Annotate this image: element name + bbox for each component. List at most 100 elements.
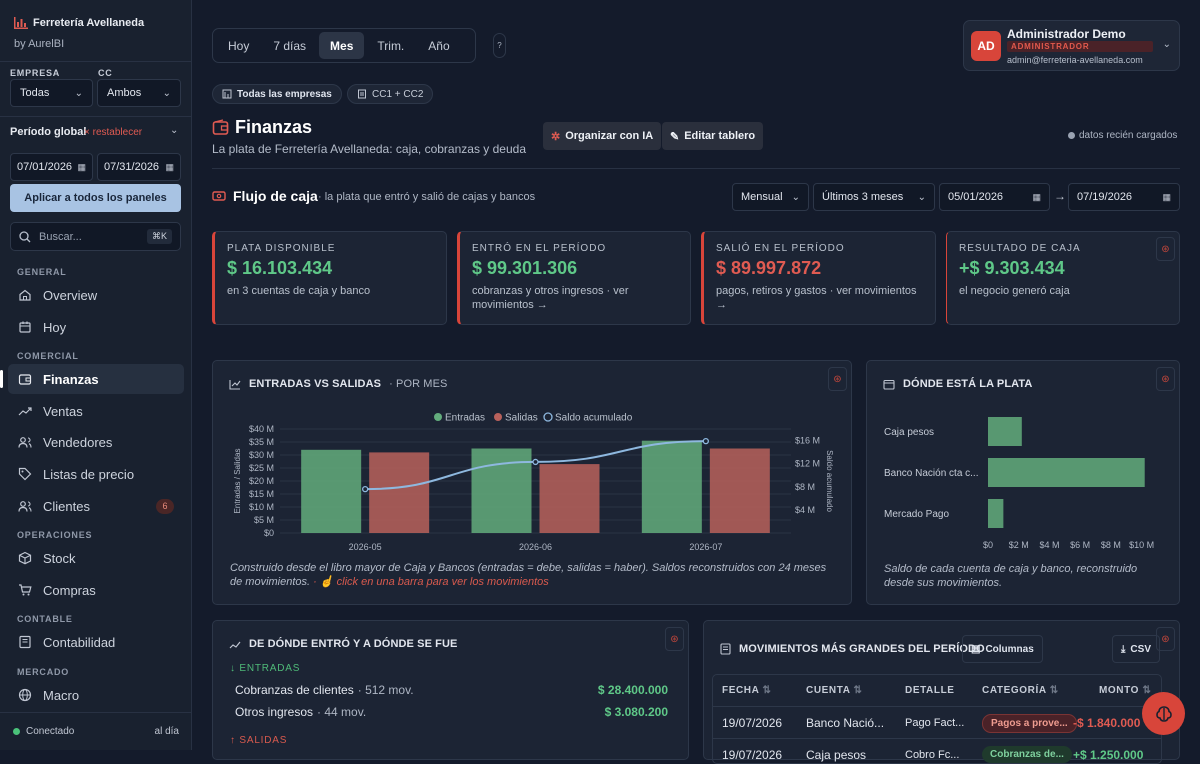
- sidebar-item-vendedores[interactable]: Vendedores: [8, 427, 184, 457]
- origin-amount: $ 28.400.000: [597, 683, 668, 697]
- col-monto[interactable]: MONTO ⇅: [1099, 685, 1152, 696]
- columns-label: Columnas: [985, 643, 1034, 655]
- kpi-card-salio[interactable]: SALIÓ EN EL PERÍODO $ 89.997.872 pagos, …: [701, 231, 936, 325]
- sidebar-item-ventas[interactable]: Ventas: [8, 396, 184, 426]
- section-mercado: MERCADO: [17, 667, 70, 677]
- sidebar-item-overview[interactable]: Overview: [8, 280, 184, 310]
- help-button[interactable]: ?: [493, 33, 506, 58]
- user-menu[interactable]: AD Administrador Demo ADMINISTRADOR admi…: [963, 20, 1180, 71]
- chip-empresas[interactable]: Todas las empresas: [212, 84, 342, 104]
- sidebar-item-compras[interactable]: Compras: [8, 575, 184, 605]
- calendar-icon[interactable]: ▦: [165, 161, 174, 172]
- columns-button[interactable]: ▤ Columnas: [962, 635, 1043, 663]
- panel-settings-icon[interactable]: ⊛: [1156, 237, 1175, 261]
- sidebar-item-label: Stock: [43, 550, 76, 566]
- empresa-label: EMPRESA: [10, 68, 61, 78]
- table-row[interactable]: 19/07/2026 Caja pesos Cobro Fc... Cobran…: [713, 739, 1161, 763]
- calendar-icon[interactable]: ▦: [1032, 191, 1041, 202]
- panel-settings-icon[interactable]: ⊛: [828, 367, 847, 391]
- col-detalle[interactable]: DETALLE: [905, 685, 955, 696]
- movements-panel: MOVIMIENTOS MÁS GRANDES DEL PERÍODO ⊛ ▤ C…: [703, 620, 1180, 764]
- chart-note-link[interactable]: · ☝ click en una barra para ver los movi…: [313, 576, 549, 588]
- clientes-badge: 6: [156, 498, 174, 514]
- chip-cc[interactable]: CC1 + CC2: [347, 84, 434, 104]
- range-hoy-button[interactable]: Hoy: [228, 38, 250, 53]
- period-from-value: 07/01/2026: [17, 161, 73, 173]
- bar-cuenta: [988, 458, 1145, 487]
- panel-settings-icon[interactable]: ⊛: [1156, 367, 1175, 391]
- col-categoria[interactable]: CATEGORÍA ⇅: [982, 685, 1059, 696]
- col-cuenta[interactable]: CUENTA ⇅: [806, 685, 863, 696]
- cashflow-title: Flujo de caja: [212, 188, 318, 204]
- legend-label: Salidas: [505, 413, 538, 424]
- cashflow-to-input[interactable]: 07/19/2026 ▦: [1068, 183, 1180, 211]
- chart-note: Saldo de cada cuenta de caja y banco, re…: [884, 563, 1138, 589]
- kpi-subtitle[interactable]: cobranzas y otros ingresos · ver movimie…: [472, 285, 629, 311]
- period-to-value: 07/31/2026: [104, 161, 160, 173]
- chevron-down-icon: ⌄: [162, 87, 171, 99]
- calendar-icon[interactable]: ▦: [1162, 191, 1171, 202]
- y2-tick-label: $4 M: [795, 505, 815, 515]
- kpi-value: +$ 9.303.434: [959, 258, 1065, 278]
- sidebar-item-listas-de-precio[interactable]: Listas de precio: [8, 459, 184, 489]
- period-reset-link[interactable]: × restablecer: [84, 127, 143, 138]
- edit-dashboard-button[interactable]: ✎ Editar tablero: [662, 122, 764, 150]
- user-name: Administrador Demo: [1007, 27, 1126, 41]
- kpi-label: RESULTADO DE CAJA: [959, 243, 1081, 254]
- page-title-text: Finanzas: [235, 117, 313, 137]
- window-select[interactable]: Últimos 3 meses ⌄: [813, 183, 935, 211]
- cell-monto: +$ 1.250.000: [1073, 748, 1144, 762]
- home-icon: [17, 288, 32, 303]
- sidebar-item-hoy[interactable]: Hoy: [8, 312, 184, 342]
- search-input[interactable]: Buscar... ⌘K: [10, 222, 181, 251]
- cc-select[interactable]: Ambos ⌄: [97, 79, 181, 107]
- avatar: AD: [971, 31, 1001, 61]
- chart-note-text: Construido desde el libro mayor de Caja …: [230, 562, 827, 588]
- brand[interactable]: Ferretería Avellaneda: [14, 17, 144, 29]
- period-to-input[interactable]: 07/31/2026 ▦: [97, 153, 181, 181]
- range-trim-button[interactable]: Trim.: [377, 38, 405, 53]
- table-row[interactable]: 19/07/2026 Banco Nació... Pago Fact... P…: [713, 707, 1161, 739]
- kpi-card-disponible: PLATA DISPONIBLE $ 16.103.434 en 3 cuent…: [212, 231, 447, 325]
- empresa-select[interactable]: Todas ⌄: [10, 79, 93, 107]
- sidebar-item-label: Listas de precio: [43, 466, 135, 482]
- sidebar-item-finanzas[interactable]: Finanzas: [0, 364, 184, 394]
- organize-ai-button[interactable]: ✲ Organizar con IA: [543, 122, 662, 150]
- bar-label: Caja pesos: [884, 427, 934, 438]
- list-item[interactable]: Cobranzas de clientes · 512 mov. $ 28.40…: [235, 683, 668, 697]
- user-email: admin@ferreteria-avellaneda.com: [1007, 55, 1143, 65]
- y2-tick-label: $12 M: [795, 459, 820, 469]
- sidebar-item-label: Compras: [43, 582, 96, 598]
- sidebar-item-stock[interactable]: Stock: [8, 543, 184, 573]
- sidebar-item-label: Ventas: [43, 403, 83, 419]
- chart-note: Construido desde el libro mayor de Caja …: [230, 561, 830, 589]
- section-general: GENERAL: [17, 267, 67, 277]
- entradas-salidas-chart[interactable]: Entradas Salidas Saldo acumulado $0 $5 M $10 …: [213, 406, 853, 576]
- cashflow-from-input[interactable]: 05/01/2026 ▦: [939, 183, 1050, 211]
- csv-button[interactable]: ⤓ CSV: [1112, 635, 1160, 663]
- range-7-dias-button[interactable]: 7 días: [273, 38, 307, 53]
- kpi-card-entro[interactable]: ENTRÓ EN EL PERÍODO $ 99.301.306 cobranz…: [457, 231, 691, 325]
- apply-period-button[interactable]: Aplicar a todos los paneles: [10, 184, 181, 212]
- sidebar-item-clientes[interactable]: Clientes 6: [8, 491, 184, 521]
- search-placeholder: Buscar...: [39, 230, 82, 243]
- sidebar-item-macro[interactable]: Macro: [8, 680, 184, 710]
- sidebar-item-label: Vendedores: [43, 434, 113, 450]
- panel-settings-icon[interactable]: ⊛: [1156, 627, 1175, 651]
- calendar-icon[interactable]: ▦: [77, 161, 86, 172]
- sidebar-item-contabilidad[interactable]: Contabilidad: [8, 627, 184, 657]
- kpi-subtitle[interactable]: pagos, retiros y gastos · ver movimiento…: [716, 285, 917, 311]
- granularity-value: Mensual: [741, 191, 783, 203]
- col-fecha[interactable]: FECHA ⇅: [722, 685, 772, 696]
- granularity-select[interactable]: Mensual ⌄: [732, 183, 809, 211]
- y-tick-label: $20 M: [249, 476, 274, 486]
- range-mes-button[interactable]: Mes: [319, 32, 365, 59]
- donde-esta-chart[interactable]: Caja pesos Banco Nación cta c... Mercado P…: [867, 406, 1181, 556]
- assistant-fab-button[interactable]: [1142, 692, 1185, 735]
- panel-settings-icon[interactable]: ⊛: [665, 627, 684, 651]
- range-ano-button[interactable]: Año: [428, 38, 450, 53]
- list-item[interactable]: Otros ingresos · 44 mov. $ 3.080.200: [235, 705, 668, 719]
- period-from-input[interactable]: 07/01/2026 ▦: [10, 153, 93, 181]
- chevron-down-icon[interactable]: ⌄: [170, 125, 179, 136]
- sidebar-item-label: Overview: [43, 287, 98, 303]
